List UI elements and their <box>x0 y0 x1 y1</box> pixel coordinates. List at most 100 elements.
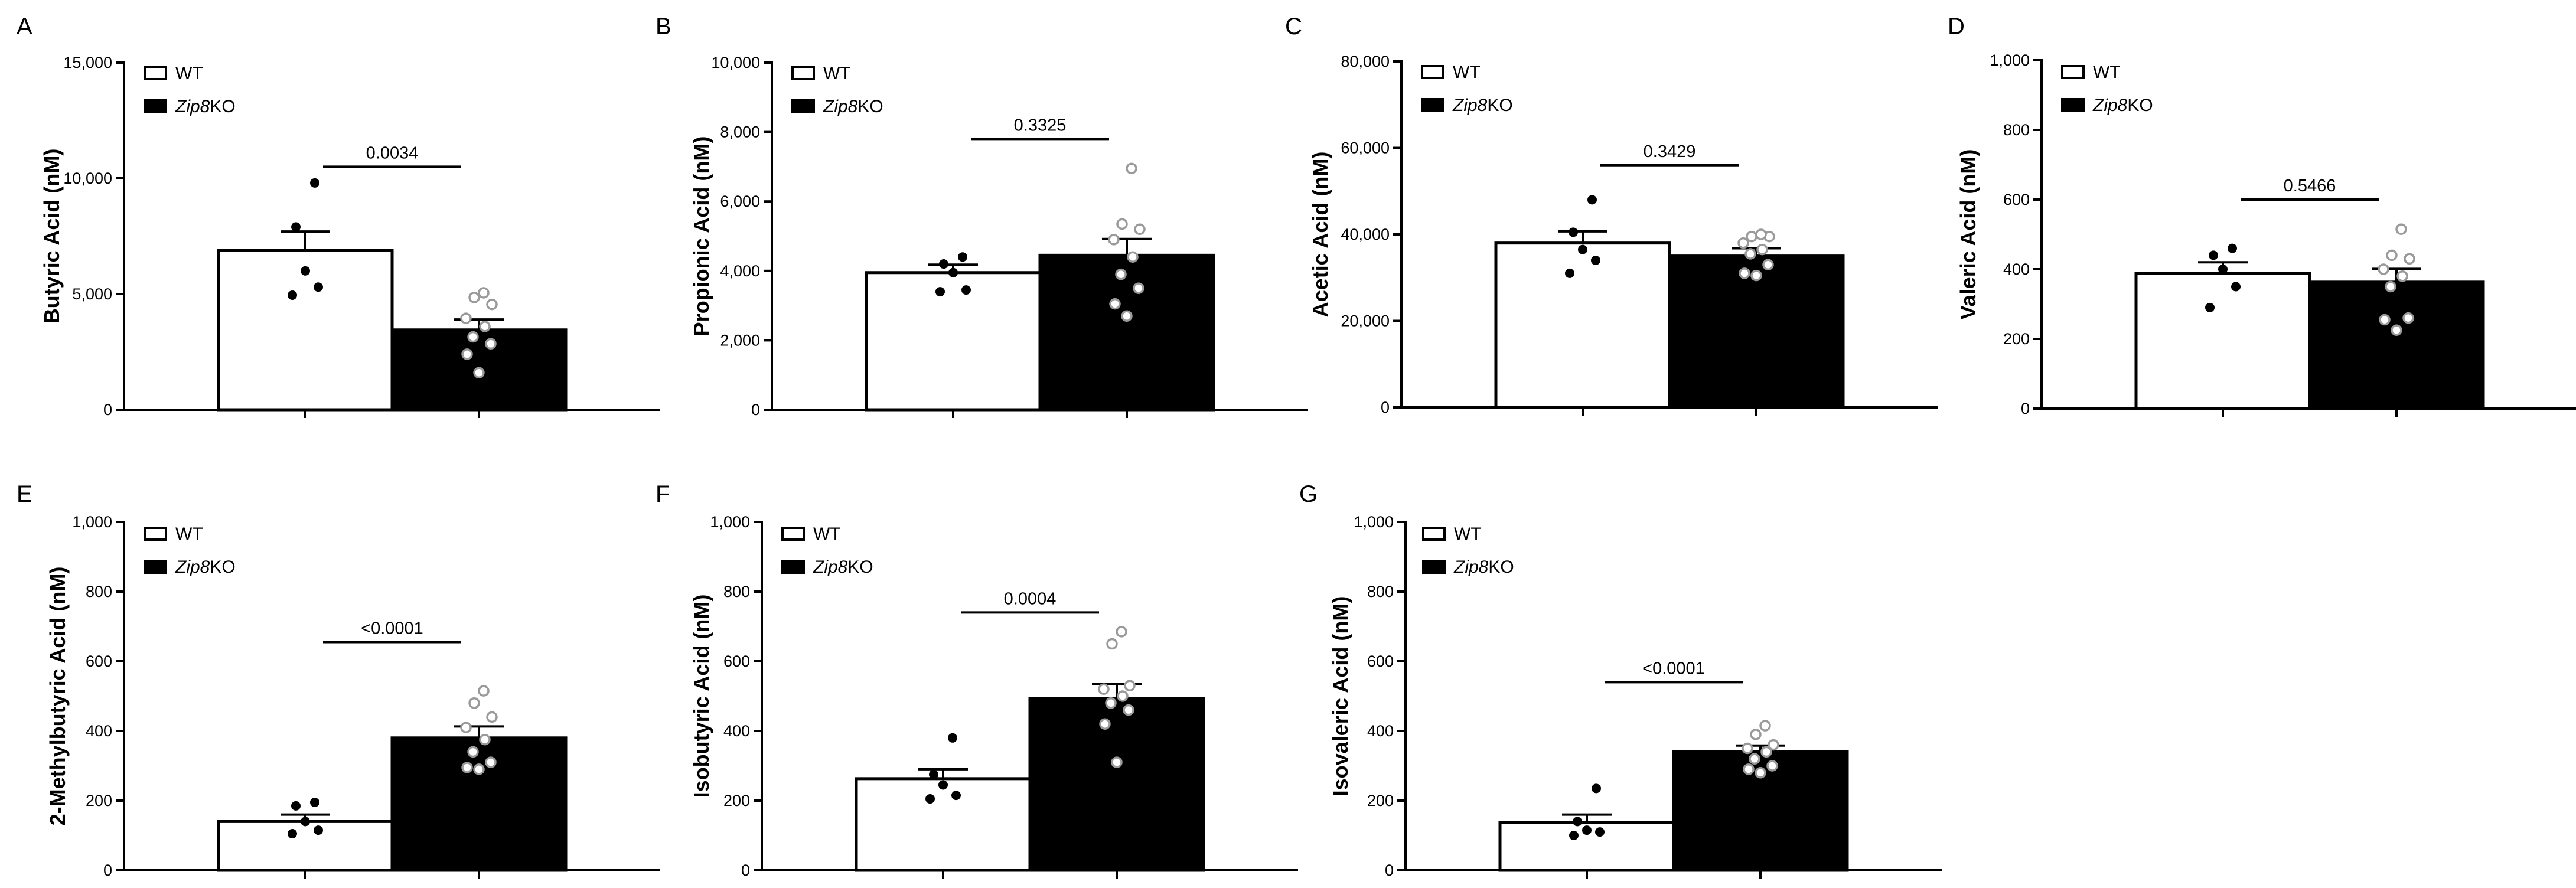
y-tick-label: 20,000 <box>1341 312 1390 330</box>
data-point-wt <box>1595 827 1605 837</box>
p-value-label: 0.0034 <box>366 143 419 162</box>
legend-label-ko-suffix: KO <box>847 557 873 577</box>
data-point-zip8ko <box>1124 680 1136 692</box>
data-point-zip8ko <box>460 312 472 324</box>
data-point-wt <box>929 769 938 779</box>
panel-letter: G <box>1299 481 1318 507</box>
data-point-wt <box>301 817 310 827</box>
data-point-wt <box>1591 255 1600 265</box>
bar-zip8ko <box>1028 697 1205 872</box>
data-point-wt <box>2231 282 2241 292</box>
data-point-zip8ko <box>1123 704 1134 716</box>
y-tick-label: 1,000 <box>1354 513 1394 531</box>
data-point-wt <box>2228 243 2237 253</box>
y-tick-label: 60,000 <box>1341 139 1390 157</box>
data-point-zip8ko <box>1121 310 1133 322</box>
data-point-wt <box>1569 227 1578 237</box>
legend-swatch-wt <box>781 527 805 541</box>
data-point-zip8ko <box>1750 269 1762 282</box>
legend-label-wt: WT <box>823 64 851 83</box>
y-tick-label: 600 <box>723 652 750 670</box>
data-point-zip8ko <box>1133 282 1144 294</box>
data-point-zip8ko <box>1111 756 1123 768</box>
y-tick-label: 800 <box>723 583 750 600</box>
data-point-wt <box>925 794 935 804</box>
y-tick-label: 15,000 <box>63 54 112 71</box>
data-point-wt <box>310 797 319 807</box>
data-point-zip8ko <box>468 697 480 709</box>
legend-label-ko-suffix: KO <box>1488 557 1514 577</box>
y-axis-title: 2-Methylbutyric Acid (nM) <box>45 567 70 826</box>
data-point-zip8ko <box>479 321 491 332</box>
data-point-wt <box>961 285 971 295</box>
data-point-zip8ko <box>1759 720 1771 732</box>
y-tick-label: 200 <box>86 792 112 809</box>
data-point-wt <box>301 266 310 276</box>
y-tick-label: 5,000 <box>72 285 112 303</box>
y-tick-label: 0 <box>103 401 112 419</box>
y-tick-label: 800 <box>1367 583 1394 600</box>
data-point-zip8ko <box>486 711 498 723</box>
y-tick-label: 1,000 <box>710 513 750 531</box>
legend-label-zip8ko: Zip8KO <box>1452 96 1513 115</box>
legend-swatch-wt <box>2061 65 2085 79</box>
y-tick-label: 800 <box>2003 121 2030 139</box>
panel-f: F Isobutyric Acid (nM) 0 200 400 600 800 1,000 0… <box>656 481 1298 879</box>
data-point-zip8ko <box>2385 280 2396 293</box>
data-point-zip8ko <box>1127 251 1139 263</box>
legend-swatch-zip8ko <box>1422 560 1446 574</box>
legend-label-wt: WT <box>175 524 203 544</box>
y-tick-label: 400 <box>2003 260 2030 278</box>
bar-zip8ko <box>1038 253 1215 412</box>
legend-label-wt: WT <box>1453 63 1481 82</box>
legend-swatch-zip8ko <box>144 560 167 574</box>
y-tick-label: 10,000 <box>63 169 112 187</box>
legend-label-zip8-italic: Zip8 <box>813 557 848 577</box>
data-point-zip8ko <box>485 338 497 350</box>
data-point-zip8ko <box>1755 228 1767 240</box>
panel-d: D Valeric Acid (nM) 0 200 400 600 800 1,000 0.54… <box>1948 14 2576 417</box>
bar-wt <box>865 271 1042 412</box>
legend-label-zip8ko: Zip8KO <box>175 97 236 116</box>
data-point-zip8ko <box>1116 626 1127 638</box>
y-axis-title: Isobutyric Acid (nM) <box>689 595 713 798</box>
data-point-zip8ko <box>1749 753 1760 765</box>
data-point-wt <box>1587 195 1597 205</box>
y-tick-label: 8,000 <box>720 123 760 141</box>
data-point-zip8ko <box>1105 697 1117 709</box>
data-point-zip8ko <box>1134 223 1146 235</box>
y-tick-label: 1,000 <box>1990 51 2030 69</box>
panel-letter: F <box>656 481 670 507</box>
y-tick-label: 200 <box>723 792 750 809</box>
data-point-zip8ko <box>1744 248 1756 260</box>
data-point-wt <box>310 178 319 188</box>
legend-label-zip8-italic: Zip8 <box>175 557 210 577</box>
data-point-wt <box>938 780 948 790</box>
legend-label-ko-suffix: KO <box>1487 96 1512 115</box>
data-point-zip8ko <box>2391 324 2402 336</box>
data-point-zip8ko <box>1115 268 1127 280</box>
legend-label-zip8-italic: Zip8 <box>2092 96 2128 115</box>
data-point-zip8ko <box>478 287 490 299</box>
data-point-wt <box>2218 265 2228 274</box>
y-tick-label: 400 <box>723 722 750 740</box>
data-point-zip8ko <box>1116 218 1128 230</box>
y-tick-label: 400 <box>1367 722 1394 740</box>
panel-letter: D <box>1948 14 1965 40</box>
legend-label-ko-suffix: KO <box>2127 96 2153 115</box>
data-point-zip8ko <box>1117 690 1129 702</box>
y-axis-title: Butyric Acid (nM) <box>40 149 64 324</box>
data-point-zip8ko <box>1768 739 1779 751</box>
data-point-zip8ko <box>485 756 497 768</box>
data-point-wt <box>958 252 967 262</box>
data-point-wt <box>314 282 323 292</box>
y-axis-title: Propionic Acid (nM) <box>689 136 713 337</box>
legend-swatch-wt <box>144 66 167 80</box>
y-tick-label: 80,000 <box>1341 53 1390 70</box>
legend-label-wt: WT <box>2093 63 2121 82</box>
panel-a: A Butyric Acid (nM) 0 5,000 10,000 15,000 0.00… <box>17 14 660 419</box>
legend-label-zip8ko: Zip8KO <box>813 557 873 577</box>
legend-swatch-wt <box>144 527 167 541</box>
y-tick-label: 0 <box>2021 400 2030 417</box>
data-point-wt <box>1573 817 1582 827</box>
